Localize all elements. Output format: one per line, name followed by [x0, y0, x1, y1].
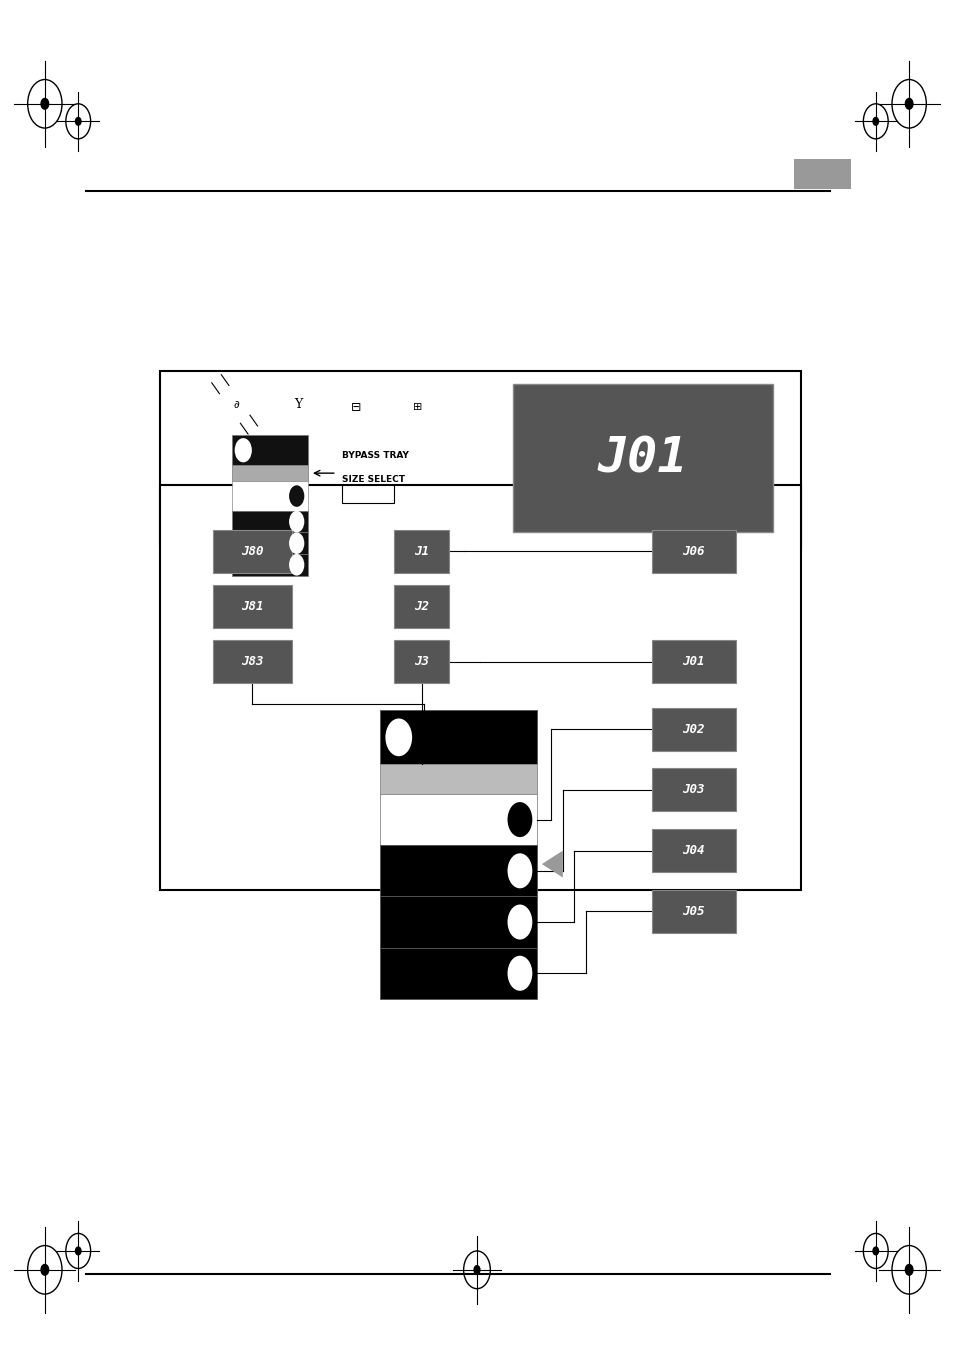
Circle shape: [385, 718, 412, 756]
Bar: [160, 485, 801, 890]
Text: J02: J02: [681, 723, 704, 736]
Text: ⊞: ⊞: [413, 402, 422, 412]
Circle shape: [289, 532, 304, 554]
Text: SIZE SELECT: SIZE SELECT: [341, 476, 404, 484]
Circle shape: [507, 853, 532, 888]
Text: J83: J83: [241, 655, 263, 669]
Text: J81: J81: [241, 600, 263, 613]
Bar: [379, 794, 537, 845]
Circle shape: [872, 1247, 878, 1255]
Text: J3: J3: [414, 655, 429, 669]
Circle shape: [289, 485, 304, 507]
Circle shape: [507, 905, 532, 940]
Bar: [793, 159, 850, 189]
Circle shape: [289, 511, 304, 532]
Text: J1: J1: [414, 545, 429, 558]
Bar: [379, 896, 537, 948]
Circle shape: [75, 1247, 81, 1255]
Circle shape: [75, 117, 81, 125]
Text: J03: J03: [681, 783, 704, 797]
Text: Y: Y: [294, 398, 302, 411]
Circle shape: [507, 956, 532, 991]
Bar: [232, 554, 308, 576]
Text: $\partial$: $\partial$: [233, 399, 240, 410]
Text: J05: J05: [681, 905, 704, 918]
Bar: [232, 435, 308, 465]
Bar: [341, 485, 394, 503]
Bar: [651, 829, 735, 872]
Circle shape: [289, 554, 304, 576]
Bar: [394, 530, 449, 573]
Bar: [379, 948, 537, 999]
Text: J2: J2: [414, 600, 429, 613]
Bar: [651, 640, 735, 683]
Circle shape: [41, 1264, 49, 1275]
Circle shape: [507, 802, 532, 837]
Bar: [651, 708, 735, 751]
Text: ⊟: ⊟: [350, 400, 361, 414]
Circle shape: [474, 1266, 479, 1274]
Text: J01: J01: [681, 655, 704, 669]
Bar: [232, 465, 308, 481]
Bar: [232, 511, 308, 532]
Bar: [379, 710, 537, 764]
Bar: [394, 640, 449, 683]
Bar: [213, 585, 292, 628]
Polygon shape: [541, 851, 562, 878]
Circle shape: [41, 98, 49, 109]
Bar: [213, 640, 292, 683]
Circle shape: [234, 438, 252, 462]
Bar: [232, 481, 308, 511]
Bar: [379, 764, 537, 794]
Bar: [394, 585, 449, 628]
Text: J06: J06: [681, 545, 704, 558]
Bar: [213, 530, 292, 573]
Bar: [651, 768, 735, 811]
Text: BYPASS TRAY: BYPASS TRAY: [341, 452, 408, 460]
Bar: [232, 532, 308, 554]
Bar: [651, 530, 735, 573]
Text: J80: J80: [241, 545, 263, 558]
Text: J04: J04: [681, 844, 704, 857]
Circle shape: [872, 117, 878, 125]
Bar: [160, 371, 801, 546]
Circle shape: [904, 1264, 912, 1275]
Circle shape: [904, 98, 912, 109]
Bar: [651, 890, 735, 933]
Text: J01: J01: [598, 434, 687, 483]
Bar: [379, 845, 537, 896]
Bar: [513, 384, 772, 532]
